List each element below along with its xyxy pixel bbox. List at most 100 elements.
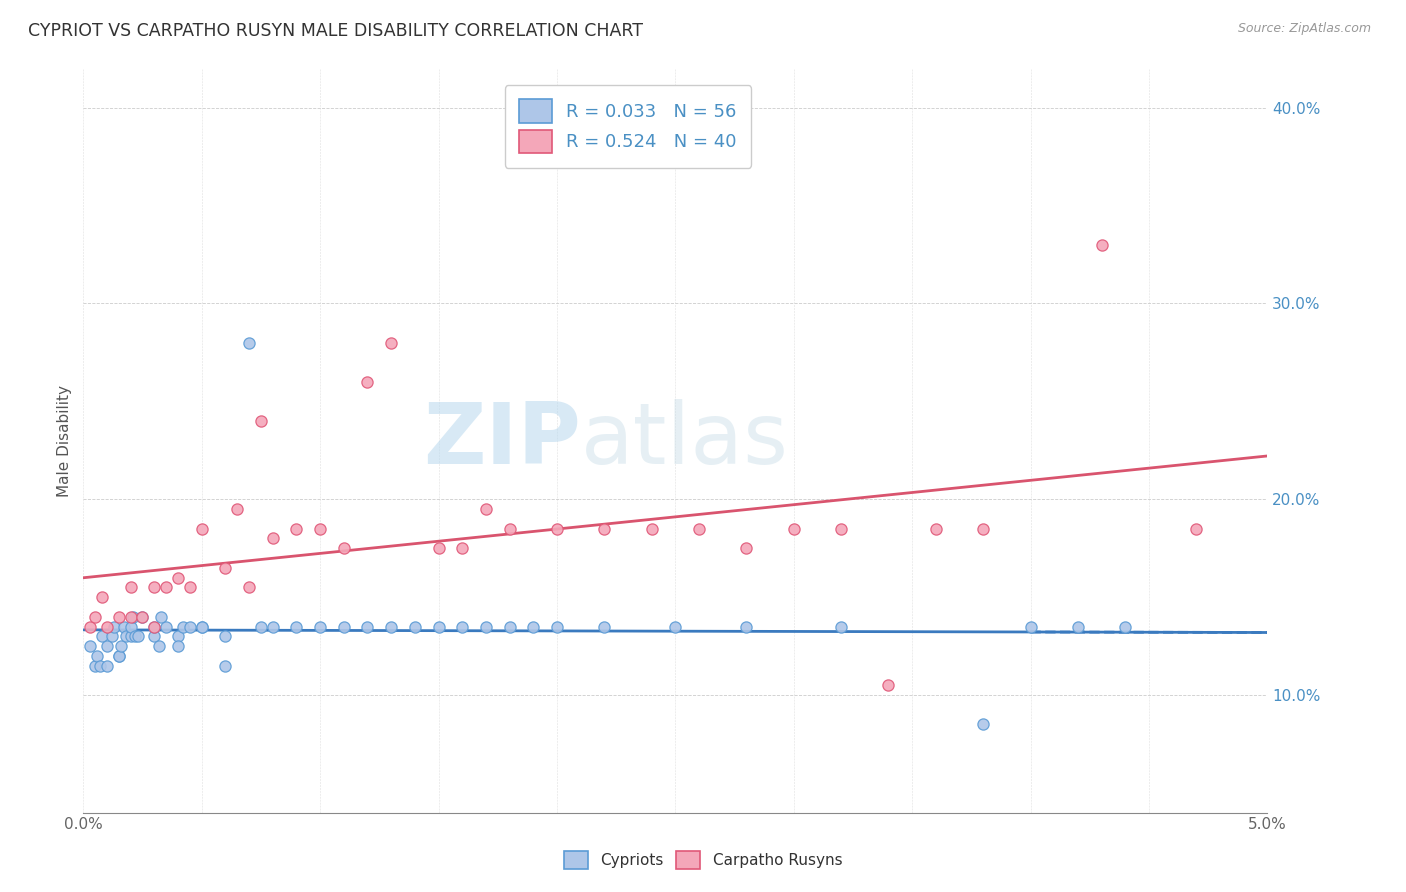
Point <box>179 580 201 594</box>
Point <box>285 619 308 633</box>
Point <box>115 629 138 643</box>
Point <box>688 522 710 536</box>
Point <box>250 414 273 428</box>
Point <box>451 541 474 556</box>
Point <box>404 619 426 633</box>
Point <box>475 619 498 633</box>
Point <box>214 658 236 673</box>
Point <box>91 629 114 643</box>
Point <box>108 648 131 663</box>
Point <box>593 619 616 633</box>
Point <box>120 580 142 594</box>
Point <box>546 619 568 633</box>
Point <box>475 502 498 516</box>
Point <box>100 629 122 643</box>
Point <box>179 619 201 633</box>
Point <box>735 541 758 556</box>
Point <box>498 619 520 633</box>
Point <box>108 609 131 624</box>
Point <box>226 502 249 516</box>
Point <box>640 522 662 536</box>
Point <box>124 629 146 643</box>
Point <box>451 619 474 633</box>
Point <box>89 658 111 673</box>
Point <box>522 619 544 633</box>
Point <box>214 629 236 643</box>
Point <box>877 678 900 692</box>
Point <box>96 619 118 633</box>
Point <box>91 590 114 604</box>
Point <box>96 658 118 673</box>
Point <box>143 619 166 633</box>
Point <box>830 619 852 633</box>
Point <box>356 375 378 389</box>
Point <box>664 619 686 633</box>
Point <box>262 619 284 633</box>
Point <box>1019 619 1042 633</box>
Text: Source: ZipAtlas.com: Source: ZipAtlas.com <box>1237 22 1371 36</box>
Point <box>356 619 378 633</box>
Point <box>972 717 994 731</box>
Point <box>190 522 212 536</box>
Y-axis label: Male Disability: Male Disability <box>58 384 72 497</box>
Point <box>925 522 948 536</box>
Point <box>285 522 308 536</box>
Point <box>143 629 166 643</box>
Point <box>84 658 107 673</box>
Text: CYPRIOT VS CARPATHO RUSYN MALE DISABILITY CORRELATION CHART: CYPRIOT VS CARPATHO RUSYN MALE DISABILIT… <box>28 22 643 40</box>
Point <box>112 619 135 633</box>
Point <box>380 335 402 350</box>
Point <box>250 619 273 633</box>
Point <box>120 619 142 633</box>
Text: ZIP: ZIP <box>423 399 581 482</box>
Point <box>167 639 190 653</box>
Point <box>110 639 132 653</box>
Point <box>143 580 166 594</box>
Point <box>131 609 153 624</box>
Point <box>155 619 177 633</box>
Point <box>214 561 236 575</box>
Point <box>86 648 108 663</box>
Point <box>155 580 177 594</box>
Point <box>830 522 852 536</box>
Point <box>427 619 450 633</box>
Point <box>735 619 758 633</box>
Point <box>120 609 142 624</box>
Point <box>1114 619 1136 633</box>
Point <box>120 629 142 643</box>
Point <box>1090 237 1112 252</box>
Point <box>131 609 153 624</box>
Text: atlas: atlas <box>581 399 789 482</box>
Point <box>190 619 212 633</box>
Point <box>150 609 173 624</box>
Point <box>333 619 356 633</box>
Point <box>172 619 194 633</box>
Point <box>427 541 450 556</box>
Point <box>309 619 332 633</box>
Point <box>190 619 212 633</box>
Point <box>333 541 356 556</box>
Point <box>96 639 118 653</box>
Point <box>546 522 568 536</box>
Point <box>108 648 131 663</box>
Legend: Cypriots, Carpatho Rusyns: Cypriots, Carpatho Rusyns <box>558 845 848 875</box>
Point <box>1067 619 1090 633</box>
Point <box>262 532 284 546</box>
Point <box>143 619 166 633</box>
Point <box>380 619 402 633</box>
Point <box>167 571 190 585</box>
Point <box>122 609 145 624</box>
Point <box>593 522 616 536</box>
Point <box>103 619 125 633</box>
Point <box>309 522 332 536</box>
Point <box>79 639 101 653</box>
Point <box>167 629 190 643</box>
Point <box>79 619 101 633</box>
Point <box>84 609 107 624</box>
Point <box>148 639 170 653</box>
Point <box>498 522 520 536</box>
Point <box>127 629 149 643</box>
Point <box>1185 522 1208 536</box>
Point <box>783 522 806 536</box>
Point <box>238 580 260 594</box>
